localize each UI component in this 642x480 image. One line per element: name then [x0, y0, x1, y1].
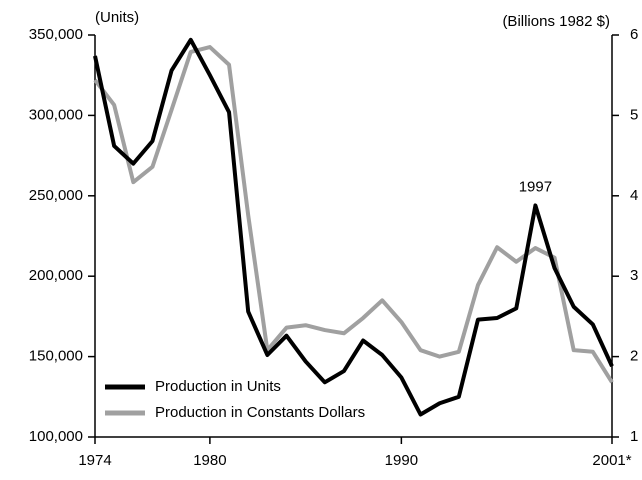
- y2-tick-label: 3: [630, 267, 638, 284]
- y-tick-label: 200,000: [29, 267, 83, 284]
- y2-tick-label: 1: [630, 428, 638, 445]
- y2-tick-label: 5: [630, 106, 638, 123]
- x-tick-label: 2001*: [592, 452, 631, 469]
- y-tick-label: 150,000: [29, 348, 83, 365]
- legend-label: Production in Units: [155, 378, 281, 395]
- legend-label: Production in Constants Dollars: [155, 404, 365, 421]
- y-tick-label: 250,000: [29, 187, 83, 204]
- x-tick-label: 1990: [385, 452, 418, 469]
- series-line: [93, 37, 614, 417]
- y-tick-label: 100,000: [29, 428, 83, 445]
- y-tick-label: 350,000: [29, 26, 83, 43]
- y2-tick-label: 2: [630, 348, 638, 365]
- y2-tick-label: 6: [630, 26, 638, 43]
- annotation: 1997: [519, 178, 552, 195]
- y-axis-label: (Units): [95, 9, 139, 26]
- x-tick-label: 1980: [193, 452, 226, 469]
- y-tick-label: 300,000: [29, 106, 83, 123]
- x-tick-label: 1974: [78, 452, 111, 469]
- y2-tick-label: 4: [630, 187, 638, 204]
- y2-axis-label: (Billions 1982 $): [502, 13, 610, 30]
